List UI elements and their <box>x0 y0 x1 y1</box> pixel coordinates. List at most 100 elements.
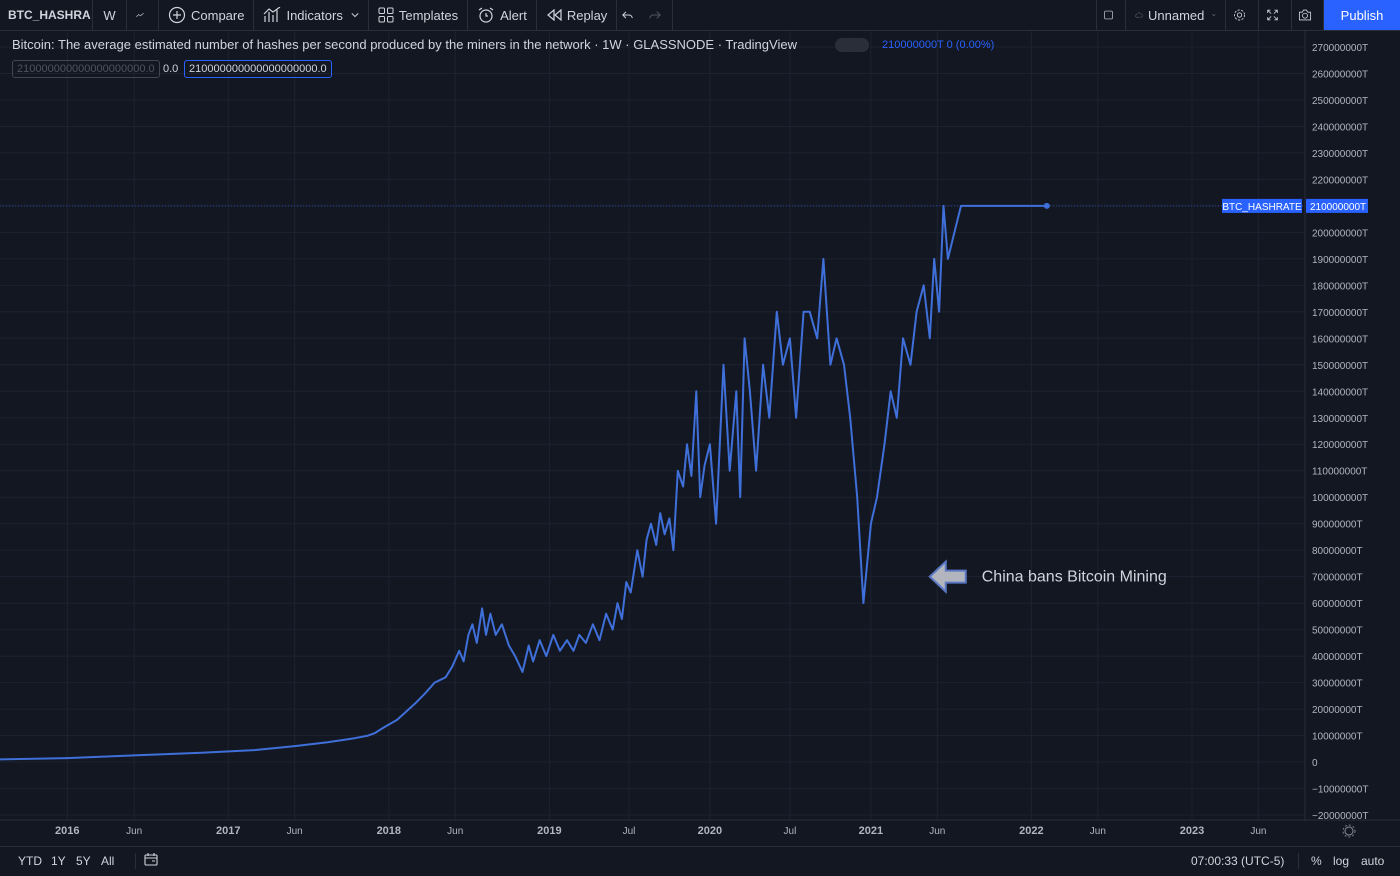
cloud-icon <box>1135 12 1143 18</box>
y-tick-label: 180000000T <box>1312 281 1368 292</box>
x-tick-label: Jun <box>929 826 945 837</box>
x-tick-label: 2023 <box>1180 825 1204 837</box>
input-mid-value: 0.0 <box>163 63 179 75</box>
alert-label: Alert <box>500 7 527 23</box>
top-toolbar: BTC_HASHRA W Compare Indicators Template… <box>0 0 1400 31</box>
undo-button[interactable] <box>617 0 643 30</box>
y-tick-label: 260000000T <box>1312 69 1368 80</box>
left-arrow-icon <box>928 559 967 594</box>
templates-label: Templates <box>398 7 459 23</box>
x-tick-label: 2016 <box>55 825 79 837</box>
x-tick-label: 2022 <box>1019 825 1043 837</box>
interval-button[interactable]: W <box>93 0 127 30</box>
y-tick-label: 130000000T <box>1312 414 1368 425</box>
symbol-search[interactable]: BTC_HASHRA <box>0 0 93 30</box>
series-name-label: BTC_HASHRATE <box>1222 202 1302 213</box>
indicators-button[interactable]: Indicators <box>254 0 346 30</box>
y-tick-label: 70000000T <box>1312 573 1363 584</box>
x-tick-label: Jun <box>1250 826 1266 837</box>
chevron-down-icon <box>1212 14 1216 17</box>
y-tick-label: 80000000T <box>1312 546 1363 557</box>
x-tick-label: Jun <box>126 826 142 837</box>
range-all[interactable]: All <box>101 854 115 868</box>
templates-button[interactable]: Templates <box>369 0 469 30</box>
x-tick-label: 2021 <box>859 825 883 837</box>
y-tick-label: 200000000T <box>1312 228 1368 239</box>
last-value-label: 210000000T <box>1310 202 1366 213</box>
series-line <box>0 204 1047 761</box>
y-tick-label: 60000000T <box>1312 599 1363 610</box>
y-tick-label: 0 <box>1312 758 1318 769</box>
auto-toggle[interactable]: auto <box>1361 854 1385 868</box>
visibility-toggle-icon[interactable] <box>835 38 869 52</box>
divider <box>1298 853 1299 869</box>
grid-icon <box>378 7 394 23</box>
x-tick-label: 2018 <box>377 825 401 837</box>
x-tick-label: Jun <box>287 826 303 837</box>
input-low[interactable]: 210000000000000000000.0 <box>12 60 160 78</box>
settings-button[interactable] <box>1226 0 1259 30</box>
indicators-icon <box>264 7 281 22</box>
symbol-label: BTC_HASHRA <box>8 8 91 22</box>
gear-icon <box>1234 9 1245 21</box>
redo-button[interactable] <box>643 0 674 30</box>
last-value-badge <box>1306 198 1368 213</box>
chevron-down-icon <box>351 13 359 18</box>
annotation-text: China bans Bitcoin Mining <box>982 569 1167 586</box>
alarm-clock-icon <box>478 7 494 23</box>
replay-button[interactable]: Replay <box>537 0 618 30</box>
series-legend-title: Bitcoin: The average estimated number of… <box>12 37 797 52</box>
publish-button[interactable]: Publish <box>1324 0 1400 30</box>
range-ytd[interactable]: YTD <box>18 854 42 868</box>
input-high[interactable]: 210000000000000000000.0 <box>184 60 332 78</box>
x-tick-label: 2020 <box>698 825 722 837</box>
redo-icon <box>649 11 662 19</box>
layout-button[interactable]: Unnamed <box>1126 0 1226 30</box>
settings-gear-icon <box>1342 824 1356 838</box>
line-chart-icon <box>136 12 144 17</box>
fullscreen-toggle-button[interactable] <box>1096 0 1126 30</box>
y-tick-label: 40000000T <box>1312 652 1363 663</box>
price-axis: −20000000T −10000000T 0 10000000T 20000000T 3… <box>1312 43 1368 822</box>
y-tick-label: 240000000T <box>1312 122 1368 133</box>
alert-button[interactable]: Alert <box>468 0 537 30</box>
log-toggle[interactable]: log <box>1333 854 1350 868</box>
indicators-label: Indicators <box>286 7 343 23</box>
y-tick-label: −20000000T <box>1312 811 1368 822</box>
clock-time[interactable]: 07:00:33 (UTC-5) <box>1191 854 1285 868</box>
compare-button[interactable]: Compare <box>159 0 255 30</box>
y-tick-label: 20000000T <box>1312 705 1363 716</box>
layout-name-label: Unnamed <box>1147 7 1205 23</box>
snapshot-button[interactable] <box>1292 0 1324 30</box>
y-tick-label: 270000000T <box>1312 43 1368 54</box>
indicators-dropdown[interactable] <box>347 0 369 30</box>
y-tick-label: 170000000T <box>1312 308 1368 319</box>
calendar-icon <box>144 853 158 866</box>
plus-circle-icon <box>168 6 186 24</box>
y-tick-label: 140000000T <box>1312 387 1368 398</box>
x-tick-label: 2019 <box>537 825 561 837</box>
fullscreen-button[interactable] <box>1259 0 1292 30</box>
chart-grid <box>0 30 1305 820</box>
chart-type-button[interactable] <box>127 0 159 30</box>
x-tick-label: 2017 <box>216 825 240 837</box>
range-5y[interactable]: 5Y <box>76 854 91 868</box>
percent-toggle[interactable]: % <box>1311 854 1322 868</box>
bottom-toolbar: YTD 1Y 5Y All 07:00:33 (UTC-5) % log aut… <box>0 846 1400 876</box>
y-tick-label: 160000000T <box>1312 334 1368 345</box>
goto-date-button[interactable] <box>135 853 158 869</box>
rewind-icon <box>546 9 562 21</box>
range-1y[interactable]: 1Y <box>51 854 66 868</box>
y-tick-label: 110000000T <box>1312 467 1367 478</box>
interval-label: W <box>103 7 116 23</box>
y-tick-label: 90000000T <box>1312 520 1363 531</box>
series-last-point <box>1043 202 1050 209</box>
x-tick-label: Jun <box>447 826 463 837</box>
y-tick-label: 50000000T <box>1312 626 1363 637</box>
x-tick-label: Jul <box>784 826 797 837</box>
x-tick-label: Jun <box>1090 826 1106 837</box>
publish-label: Publish <box>1340 7 1384 23</box>
camera-icon <box>1298 9 1312 21</box>
chart-annotation: China bans Bitcoin Mining <box>928 559 1167 594</box>
